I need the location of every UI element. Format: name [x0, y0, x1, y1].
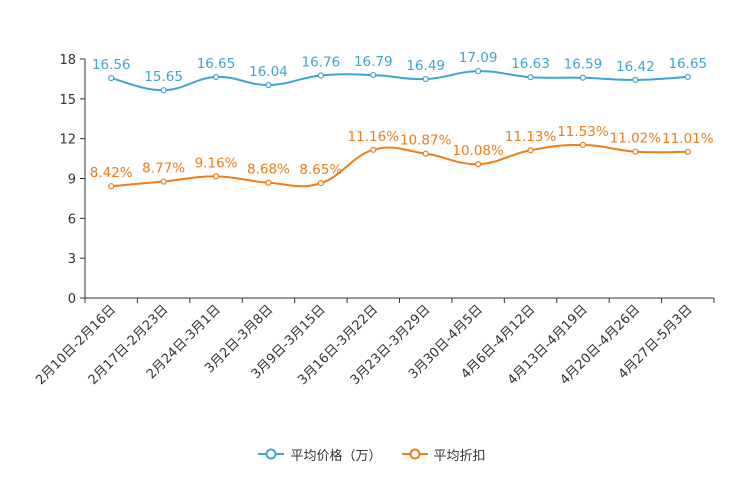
- data-point: [108, 183, 115, 190]
- data-label: 16.65: [668, 56, 707, 72]
- data-label: 16.59: [564, 57, 603, 73]
- data-point: [632, 76, 639, 84]
- data-point: [317, 72, 324, 79]
- legend: 平均价格（万） 平均折扣: [0, 444, 744, 464]
- y-tick-label: 18: [59, 53, 76, 68]
- y-tick-label: 12: [59, 133, 76, 148]
- data-point: [475, 161, 482, 168]
- data-label: 16.79: [354, 54, 393, 70]
- series-line-1: [111, 143, 688, 188]
- data-point: [579, 74, 587, 81]
- data-label: 9.16%: [195, 155, 238, 171]
- legend-label-price: 平均价格（万）: [290, 448, 382, 464]
- legend-item-discount[interactable]: 平均折扣: [401, 445, 486, 464]
- legend-label-discount: 平均折扣: [433, 448, 486, 464]
- data-point: [265, 81, 272, 89]
- data-point: [160, 87, 167, 94]
- data-label: 16.42: [616, 59, 655, 75]
- data-label: 11.16%: [348, 129, 400, 145]
- data-label: 11.53%: [557, 124, 609, 140]
- data-label: 8.77%: [142, 161, 185, 177]
- y-tick-label: 3: [68, 252, 76, 267]
- data-point: [108, 75, 115, 82]
- data-point: [632, 148, 639, 155]
- data-label: 8.42%: [90, 165, 133, 181]
- data-label: 16.63: [511, 56, 550, 72]
- y-tick-label: 6: [68, 212, 76, 227]
- y-tick-label: 0: [68, 292, 76, 307]
- data-label: 8.68%: [247, 162, 290, 178]
- data-point: [422, 150, 429, 157]
- y-tick-label: 9: [68, 173, 76, 188]
- data-point: [422, 75, 429, 83]
- legend-item-price[interactable]: 平均价格（万）: [258, 445, 382, 464]
- data-labels: 16.56 15.65 16.65 16.04 16.76 16.79 16.49 17.09…: [90, 50, 714, 181]
- data-label: 15.65: [144, 69, 183, 85]
- data-label: 16.04: [249, 64, 288, 80]
- data-point: [370, 71, 377, 79]
- data-point: [160, 178, 167, 185]
- data-label: 8.65%: [299, 162, 342, 178]
- data-label: 11.13%: [505, 129, 557, 145]
- legend-line-circle-icon: [401, 448, 428, 460]
- legend-line-circle-icon: [258, 448, 285, 460]
- data-point: [370, 146, 377, 153]
- data-point: [265, 179, 272, 186]
- data-label: 10.87%: [400, 133, 452, 149]
- data-point: [527, 147, 534, 154]
- data-point: [475, 67, 482, 75]
- y-tick-label: 15: [59, 93, 76, 108]
- series-line-0: [110, 70, 688, 92]
- data-label: 11.01%: [662, 131, 714, 147]
- data-point: [212, 73, 220, 81]
- data-label: 16.65: [197, 56, 236, 72]
- data-point: [212, 173, 220, 180]
- data-point: [684, 73, 691, 81]
- data-label: 17.09: [459, 50, 498, 66]
- data-point: [527, 74, 534, 81]
- data-point: [579, 141, 587, 149]
- data-label: 11.02%: [610, 131, 662, 147]
- data-label: 16.49: [406, 58, 445, 74]
- series-lines: [108, 67, 691, 190]
- axes: 03691215182月10日-2月16日2月17日-2月23日2月24日-3月…: [33, 53, 715, 388]
- data-label: 16.76: [302, 54, 341, 70]
- data-label: 16.56: [92, 57, 131, 73]
- data-point: [684, 148, 691, 155]
- data-label: 10.08%: [452, 143, 504, 159]
- data-point: [317, 180, 324, 187]
